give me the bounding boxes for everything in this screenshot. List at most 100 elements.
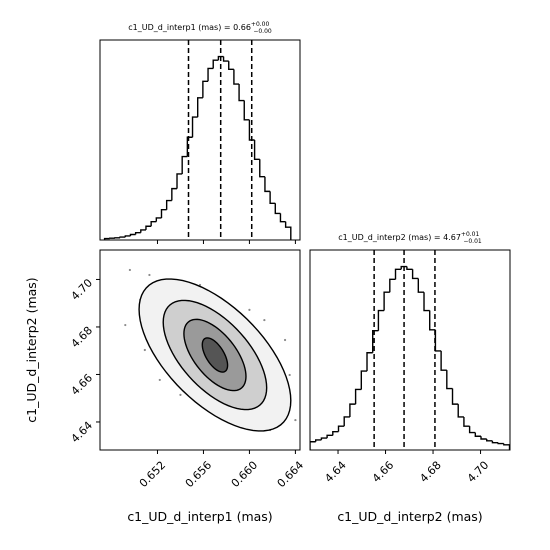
sample-point [143, 348, 146, 352]
histogram-bin [468, 426, 476, 434]
histogram-bin [457, 404, 464, 418]
histogram-bin [320, 437, 328, 440]
histogram-bin [197, 97, 203, 118]
histogram-bin [165, 199, 172, 210]
sample-point [179, 393, 182, 396]
sample-point [128, 268, 131, 272]
y-tick-label: 4.66 [69, 371, 96, 398]
panel-frame [99, 39, 301, 241]
title-text: c1_UD_d_interp2 (mas) = 4.67 [338, 233, 461, 242]
histogram-bin [191, 116, 198, 138]
plot-area [124, 268, 297, 432]
histogram-bin [451, 388, 459, 405]
histogram-bin [222, 56, 229, 62]
x-tick-label: 4.66 [370, 459, 397, 486]
histogram-bin [372, 330, 379, 353]
histogram-bin [360, 370, 368, 390]
x-tick-label: 4.68 [417, 459, 444, 486]
histogram-bin [440, 350, 447, 371]
histogram-bin [486, 438, 493, 442]
histogram-bin [207, 67, 214, 82]
histogram-bin [155, 217, 162, 222]
histogram-bin [124, 235, 131, 238]
histogram-bin [259, 159, 265, 178]
histogram-bin [119, 236, 126, 238]
histogram-bin [315, 439, 322, 442]
histogram-bin [394, 268, 402, 280]
histogram-bin [238, 84, 245, 102]
title-minus: −0.01 [463, 238, 482, 245]
histogram-bin [140, 229, 146, 233]
histogram-bin [377, 309, 385, 331]
histogram-bin [181, 155, 188, 174]
histogram-bin [423, 292, 430, 312]
histogram-bin [446, 370, 453, 390]
title-text: c1_UD_d_interp1 (mas) = 0.66 [128, 23, 251, 32]
histogram-bin [212, 59, 219, 69]
histogram-bin [129, 233, 136, 236]
histogram-bin [400, 265, 407, 270]
histogram-bin [279, 213, 286, 223]
y-axis-label: c1_UD_d_interp2 (mas) [24, 277, 39, 422]
histogram-bin [264, 176, 271, 193]
y-tick-label: 4.70 [69, 276, 96, 303]
panel-frame [309, 249, 511, 451]
y-tick-label: 4.64 [69, 419, 96, 446]
y-tick-label: 4.68 [69, 324, 96, 351]
sample-point [148, 273, 151, 277]
histogram-bin [310, 441, 316, 450]
histogram-bin [274, 203, 281, 215]
histogram-bin [332, 430, 339, 436]
x-tick-label: 0.652 [137, 459, 168, 490]
histogram-bin [491, 440, 499, 444]
histogram-bin [217, 55, 224, 61]
histogram-bin [248, 119, 255, 141]
histogram-bin [337, 425, 345, 432]
title-plus: +0.01 [461, 231, 480, 238]
histogram-bin [145, 225, 152, 230]
histogram-bin [474, 432, 482, 437]
histogram-bin [150, 220, 157, 227]
histogram-bin [480, 436, 487, 440]
sample-point [288, 373, 291, 377]
sample-point [294, 418, 297, 422]
histogram-bin [171, 187, 178, 201]
sample-point [263, 318, 266, 322]
histogram-bin [134, 231, 141, 235]
histogram-bin [497, 442, 504, 445]
histogram-bin [160, 209, 167, 218]
histogram-bin [411, 269, 419, 280]
panel-frame [99, 249, 301, 451]
plot-area [103, 40, 292, 240]
histogram-bin [366, 352, 373, 372]
title-plus: +0.00 [251, 21, 270, 28]
panel-title: c1_UD_d_interp1 (mas) = 0.66+0.00 −0.00 [128, 21, 272, 35]
sample-point [283, 338, 287, 342]
histogram-bin [343, 416, 350, 427]
histogram-bin [406, 266, 413, 270]
histogram-bin [349, 403, 356, 417]
histogram-bin [417, 278, 425, 293]
histogram-bin [354, 388, 362, 405]
histogram-bin [503, 443, 510, 450]
plot-area [310, 250, 510, 450]
histogram-bin [284, 221, 292, 240]
sample-point [158, 378, 161, 382]
histogram-bin [253, 140, 260, 160]
histogram-bin [233, 69, 240, 85]
sample-point [124, 323, 127, 327]
histogram-bin [326, 434, 333, 439]
histogram-bin [383, 291, 390, 311]
histogram-bin [429, 310, 436, 331]
title-minus: −0.00 [253, 28, 272, 35]
x-tick-label: 4.70 [465, 459, 492, 486]
x-axis-label: c1_UD_d_interp1 (mas) [127, 509, 272, 524]
x-tick-label: 0.656 [183, 459, 214, 490]
histogram-bin [202, 80, 209, 98]
histogram-bin [389, 278, 396, 293]
histogram-bin [186, 136, 193, 157]
sample-point [248, 308, 251, 311]
panel-title: c1_UD_d_interp2 (mas) = 4.67+0.01 −0.01 [338, 231, 482, 245]
histogram-bin [176, 173, 183, 189]
